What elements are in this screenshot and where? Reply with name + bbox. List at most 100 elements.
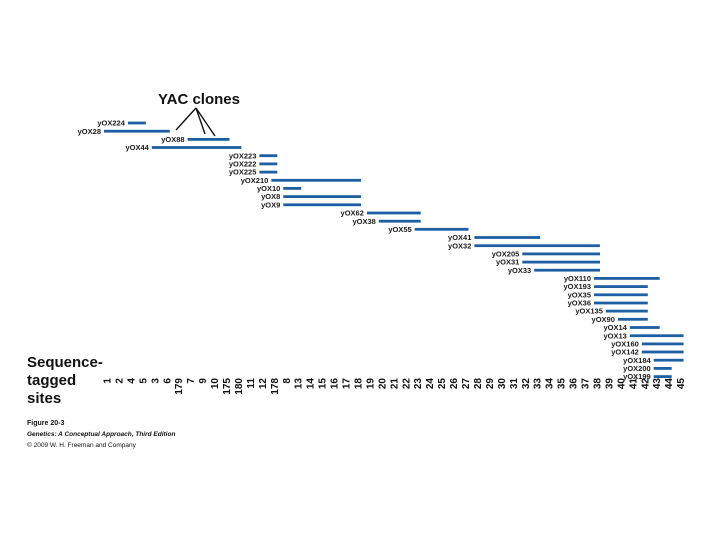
sts-label-41: 41 <box>628 378 639 390</box>
clone-bar-yox223 <box>259 154 278 158</box>
sts-label-1: 1 <box>103 378 114 384</box>
clone-bar-yox32 <box>474 244 600 248</box>
sts-label-4: 4 <box>126 378 137 384</box>
clone-label-yox193: yOX193 <box>563 282 591 291</box>
clone-label-yox10: yOX10 <box>257 184 280 193</box>
clone-label-yox55: yOX55 <box>388 225 411 234</box>
clone-bar-yox55 <box>414 227 469 231</box>
clone-bar-yox13 <box>629 334 684 338</box>
clone-label-yox31: yOX31 <box>496 258 519 267</box>
sts-label-26: 26 <box>449 378 460 390</box>
clone-label-yox33: yOX33 <box>508 266 531 275</box>
sts-label-21: 21 <box>389 378 400 390</box>
clone-labels: yOX224yOX28yOX88yOX44yOX223yOX222yOX225y… <box>78 119 652 382</box>
clone-bar-yox142 <box>641 350 684 354</box>
clone-bar-yox31 <box>522 260 600 264</box>
clone-bar-yox62 <box>366 211 421 215</box>
clone-label-yox32: yOX32 <box>448 241 471 250</box>
clone-bar-yox9 <box>283 203 361 207</box>
clone-label-yox135: yOX135 <box>575 307 603 316</box>
clone-bar-yox44 <box>151 146 242 149</box>
sts-label-34: 34 <box>545 378 556 390</box>
clone-bars <box>104 121 684 378</box>
clone-bar-yox135 <box>605 309 648 313</box>
sts-label-27: 27 <box>461 378 472 390</box>
clone-label-yox184: yOX184 <box>623 356 651 365</box>
clone-bar-yox90 <box>617 317 648 321</box>
clone-label-yox62: yOX62 <box>341 209 364 218</box>
clone-bar-yox222 <box>259 162 278 166</box>
clone-bar-yox38 <box>378 219 421 223</box>
sts-label-22: 22 <box>401 378 412 390</box>
clone-label-yox110: yOX110 <box>564 274 591 283</box>
clone-bar-yox35 <box>594 293 648 297</box>
clone-bar-yox33 <box>534 268 600 272</box>
clone-label-yox28: yOX28 <box>78 127 101 136</box>
clone-bar-yox88 <box>187 138 230 141</box>
clone-label-yox205: yOX205 <box>492 250 520 259</box>
yac-pointer-lines <box>175 107 216 137</box>
figure-book-title: Genetics: A Conceptual Approach, Third E… <box>27 431 176 438</box>
clone-label-yox90: yOX90 <box>592 315 615 324</box>
figure-copyright: © 2009 W. H. Freeman and Company <box>27 442 136 449</box>
sts-label-37: 37 <box>581 378 592 390</box>
sts-label-42: 42 <box>640 378 651 390</box>
sts-label-13: 13 <box>294 378 305 390</box>
clone-bar-yox8 <box>283 195 361 198</box>
sts-label-40: 40 <box>616 378 627 390</box>
sts-label-178: 178 <box>270 378 281 395</box>
sts-label-33: 33 <box>533 378 544 390</box>
clone-label-yox88: yOX88 <box>161 135 184 144</box>
sts-label-14: 14 <box>306 378 317 390</box>
sts-label-9: 9 <box>198 378 209 384</box>
sts-label-43: 43 <box>652 378 663 390</box>
clone-label-yox35: yOX35 <box>568 290 591 299</box>
clone-label-yox13: yOX13 <box>603 331 626 340</box>
clone-label-yox8: yOX8 <box>261 192 280 201</box>
sts-label-180: 180 <box>234 378 245 395</box>
yac-clones-title: YAC clones <box>158 91 240 108</box>
clone-bar-yox110 <box>594 277 660 280</box>
sts-label-5: 5 <box>138 378 149 384</box>
clone-bar-yox205 <box>522 252 600 256</box>
clone-label-yox41: yOX41 <box>448 233 471 242</box>
sts-label-10: 10 <box>210 378 221 390</box>
clone-bar-yox193 <box>594 285 648 288</box>
clone-label-yox225: yOX225 <box>229 168 257 177</box>
clone-label-yox44: yOX44 <box>125 143 149 152</box>
clone-label-yox14: yOX14 <box>603 323 627 332</box>
sts-label-24: 24 <box>425 378 436 390</box>
clone-label-yox36: yOX36 <box>568 299 591 308</box>
clone-bar-yox225 <box>259 170 278 174</box>
clone-label-yox224: yOX224 <box>97 119 125 128</box>
sts-label-18: 18 <box>353 378 364 390</box>
sts-label-36: 36 <box>569 378 580 390</box>
clone-label-yox200: yOX200 <box>623 364 651 373</box>
sts-label-45: 45 <box>676 378 687 390</box>
clone-label-yox9: yOX9 <box>261 200 280 209</box>
clone-bar-yox199 <box>653 375 672 378</box>
sts-label-19: 19 <box>365 378 376 390</box>
sts-label-7: 7 <box>186 378 197 384</box>
sts-label-39: 39 <box>604 378 615 390</box>
clone-bar-yox14 <box>629 326 660 329</box>
clone-label-yox38: yOX38 <box>352 217 375 226</box>
clone-bar-yox210 <box>271 178 361 182</box>
clone-label-yox160: yOX160 <box>611 340 639 349</box>
sts-label-32: 32 <box>521 378 532 390</box>
clone-bar-yox10 <box>283 187 302 190</box>
clone-bar-yox41 <box>474 236 541 239</box>
sequence-tagged-sites-title: Sequence- tagged sites <box>27 354 103 407</box>
clone-bar-yox224 <box>127 121 146 125</box>
sts-label-38: 38 <box>593 378 604 390</box>
clone-label-yox222: yOX222 <box>229 160 257 169</box>
clone-label-yox199: yOX199 <box>623 372 651 381</box>
sts-label-44: 44 <box>664 378 675 390</box>
sts-label-29: 29 <box>485 378 496 390</box>
clone-label-yox210: yOX210 <box>241 176 269 185</box>
sts-label-6: 6 <box>162 378 173 384</box>
clone-bar-yox28 <box>104 129 170 133</box>
sts-label-3: 3 <box>150 378 161 384</box>
sts-label-23: 23 <box>413 378 424 390</box>
